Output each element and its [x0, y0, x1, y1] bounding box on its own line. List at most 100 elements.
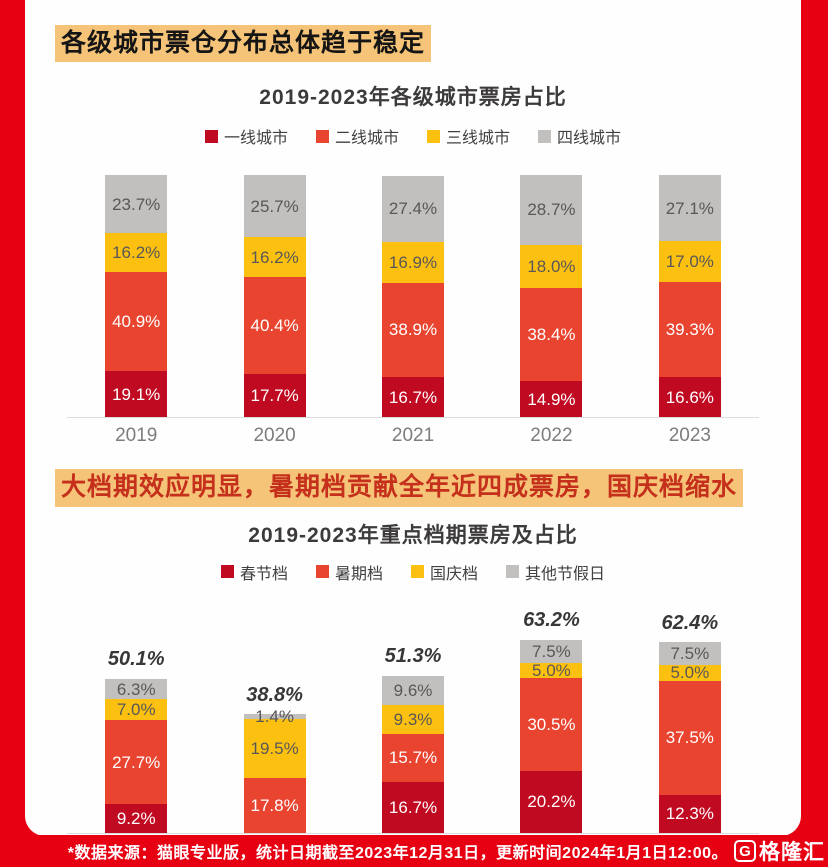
segment-国庆档: 5.0%: [520, 662, 583, 679]
gelonghui-logo-icon: G: [734, 840, 756, 862]
stacked-bar-2021: 9.6% 9.3% 15.7% 16.7%: [382, 676, 445, 833]
legend-label: 暑期档: [334, 565, 383, 583]
segment-二线城市: 39.3%: [658, 281, 721, 378]
segment-二线城市: 40.4%: [243, 276, 306, 375]
stacked-bar-2019: 6.3% 7.0% 27.7% 9.2%: [105, 679, 168, 833]
total-value-label: 63.2%: [523, 608, 580, 631]
x-axis-label-2021: 2021: [391, 425, 435, 447]
legend-item: 四线城市: [538, 124, 621, 148]
legend-item: 三线城市: [427, 124, 510, 148]
segment-value-label: 38.9%: [388, 320, 438, 340]
legend-swatch-icon: [538, 129, 552, 143]
chart1-x-axis: 2019 2020 2021 2022 2023: [67, 418, 759, 447]
segment-value-label: 5.0%: [670, 663, 710, 683]
x-axis-label-2019: 2019: [115, 425, 158, 447]
legend-label: 四线城市: [557, 130, 622, 148]
segment-value-label: 27.1%: [665, 198, 714, 218]
bar-cell-2021: 27.4% 16.9% 38.9% 16.7%: [344, 174, 482, 418]
segment-value-label: 9.3%: [393, 710, 433, 730]
segment-value-label: 9.2%: [116, 808, 156, 828]
gelonghui-logo: G 格隆汇: [734, 836, 825, 866]
total-value-label: 51.3%: [384, 645, 442, 667]
segment-四线城市: 23.7%: [105, 175, 168, 233]
legend-item: 二线城市: [315, 124, 399, 148]
chart2-title: 2019-2023年重点档期票房及占比: [248, 523, 578, 547]
segment-value-label: 40.9%: [112, 312, 161, 332]
segment-暑期档: 15.7%: [382, 733, 445, 782]
bar-cell-2019: 50.1% 6.3% 7.0% 27.7% 9.2%: [67, 596, 205, 833]
segment-其他节假日: 9.6%: [382, 676, 445, 706]
source-footer-bar: *数据来源：猫眼专业版，统计日期截至2023年12月31日，更新时间2024年1…: [0, 835, 828, 867]
segment-一线城市: 19.1%: [105, 371, 168, 418]
segment-value-label: 9.6%: [393, 681, 433, 701]
data-source-note: *数据来源：猫眼专业版，统计日期截至2023年12月31日，更新时间2024年1…: [67, 845, 728, 862]
segment-春节档: 16.7%: [382, 781, 445, 833]
legend-item: 春节档: [220, 560, 288, 584]
legend-label: 其他节假日: [525, 565, 606, 583]
segment-value-label: 15.7%: [388, 748, 438, 768]
segment-一线城市: 14.9%: [520, 381, 583, 418]
total-value-label: 38.8%: [246, 683, 303, 706]
segment-一线城市: 16.7%: [382, 376, 445, 418]
segment-value-label: 6.3%: [116, 679, 156, 699]
legend-swatch-icon: [427, 129, 440, 143]
legend-swatch-icon: [315, 129, 329, 143]
segment-value-label: 7.5%: [532, 641, 571, 661]
segment-value-label: 19.1%: [112, 384, 161, 404]
segment-暑期档: 37.5%: [658, 680, 721, 795]
segment-国庆档: 7.0%: [105, 698, 168, 720]
x-axis-label-2023: 2023: [668, 425, 711, 447]
legend-swatch-icon: [204, 129, 218, 143]
segment-三线城市: 18.0%: [520, 244, 583, 289]
segment-三线城市: 16.9%: [382, 241, 445, 283]
bar-cell-2019: 23.7% 16.2% 40.9% 19.1%: [67, 174, 205, 418]
legend-item: 暑期档: [315, 560, 383, 584]
chart1-legend: 一线城市 二线城市 三线城市 四线城市: [41, 124, 785, 148]
segment-value-label: 20.2%: [527, 792, 576, 812]
legend-swatch-icon: [315, 565, 329, 578]
segment-value-label: 16.7%: [388, 797, 438, 817]
segment-春节档: 20.2%: [520, 770, 583, 833]
legend-item: 其他节假日: [506, 560, 605, 584]
segment-value-label: 7.0%: [116, 699, 156, 719]
chart1-title: 2019-2023年各级城市票房占比: [259, 86, 567, 110]
section1-headline: 各级城市票仓分布总体趋于稳定: [55, 25, 432, 63]
segment-value-label: 40.4%: [250, 316, 299, 336]
stacked-bar-2023: 27.1% 17.0% 39.3% 16.6%: [658, 175, 721, 418]
segment-其他节假日: 7.5%: [520, 639, 583, 663]
x-axis-label-2022: 2022: [530, 425, 573, 447]
segment-一线城市: 16.6%: [658, 377, 721, 418]
segment-value-label: 17.7%: [250, 386, 299, 406]
segment-四线城市: 25.7%: [243, 175, 306, 238]
segment-value-label: 23.7%: [112, 194, 161, 214]
gelonghui-logo-text: 格隆汇: [759, 841, 825, 864]
legend-label: 三线城市: [446, 130, 511, 148]
segment-暑期档: 30.5%: [520, 677, 583, 771]
segment-value-label: 18.0%: [527, 256, 576, 276]
stacked-bar-2021: 27.4% 16.9% 38.9% 16.7%: [382, 175, 445, 418]
segment-value-label: 17.8%: [250, 795, 299, 815]
segment-其他节假日: 1.4%: [243, 708, 306, 725]
bar-cell-2021: 51.3% 9.6% 9.3% 15.7% 16.7%: [344, 596, 482, 833]
content-card: 各级城市票仓分布总体趋于稳定 2019-2023年各级城市票房占比 一线城市 二线…: [25, 0, 801, 862]
stacked-bar-2022: 28.7% 18.0% 38.4% 14.9%: [520, 175, 583, 418]
bar-cell-2022: 28.7% 18.0% 38.4% 14.9%: [482, 174, 620, 418]
segment-国庆档: 9.3%: [382, 705, 445, 734]
bar-cell-2020: 38.8% 1.4% 19.5% 17.8%: [205, 596, 343, 833]
segment-value-label: 16.2%: [112, 242, 161, 262]
segment-四线城市: 27.4%: [382, 175, 445, 242]
legend-label: 二线城市: [334, 130, 399, 148]
segment-二线城市: 38.9%: [382, 282, 445, 377]
segment-春节档: 12.3%: [658, 795, 721, 833]
segment-三线城市: 16.2%: [105, 232, 168, 273]
segment-value-label: 14.9%: [527, 389, 576, 409]
chart2-legend: 春节档 暑期档 国庆档 其他节假日: [41, 560, 785, 584]
segment-暑期档: 27.7%: [105, 719, 168, 805]
legend-item: 一线城市: [204, 124, 288, 148]
stacked-bar-2022: 7.5% 5.0% 30.5% 20.2%: [520, 639, 583, 833]
stacked-bar-2019: 23.7% 16.2% 40.9% 19.1%: [105, 175, 168, 418]
legend-swatch-icon: [506, 565, 520, 578]
x-axis-label-2020: 2020: [253, 425, 296, 447]
segment-value-label: 30.5%: [527, 714, 576, 734]
